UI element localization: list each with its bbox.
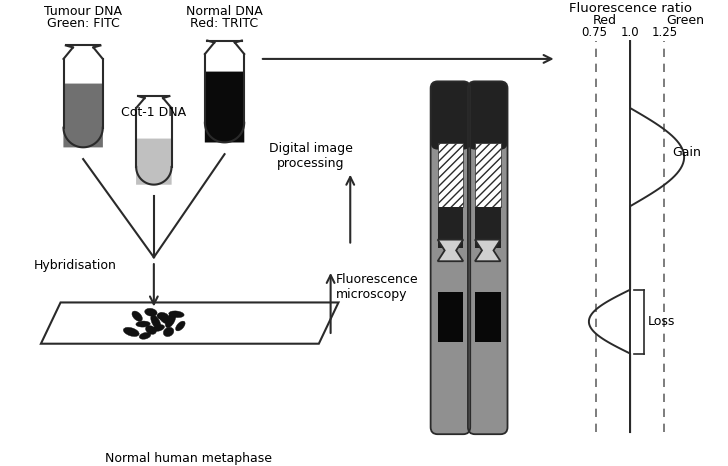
Ellipse shape [169, 311, 184, 317]
Ellipse shape [153, 325, 165, 331]
Ellipse shape [146, 326, 157, 334]
Ellipse shape [165, 313, 175, 328]
Text: Loss: Loss [648, 315, 675, 328]
Text: Fluorescence
microscopy: Fluorescence microscopy [336, 273, 418, 301]
Ellipse shape [132, 311, 143, 322]
FancyBboxPatch shape [468, 82, 507, 150]
Polygon shape [438, 240, 463, 261]
Text: Cot-1 DNA: Cot-1 DNA [122, 106, 186, 119]
Text: Green: Green [666, 14, 704, 27]
Text: Normal DNA: Normal DNA [186, 5, 263, 18]
Polygon shape [475, 240, 501, 261]
Text: Gain: Gain [673, 146, 701, 159]
Bar [475, 116, 501, 143]
Text: 1.25: 1.25 [652, 26, 678, 39]
FancyBboxPatch shape [431, 82, 470, 434]
Bar [438, 143, 463, 207]
Text: 1.0: 1.0 [621, 26, 639, 39]
Bar [475, 292, 501, 343]
FancyBboxPatch shape [468, 82, 507, 434]
Bar [438, 116, 463, 143]
FancyBboxPatch shape [431, 82, 470, 150]
Text: Fluorescence ratio: Fluorescence ratio [569, 2, 692, 15]
FancyBboxPatch shape [136, 138, 172, 185]
Ellipse shape [151, 315, 161, 329]
FancyBboxPatch shape [205, 72, 245, 143]
Ellipse shape [157, 313, 168, 320]
Ellipse shape [175, 321, 185, 331]
Bar [475, 207, 501, 247]
Ellipse shape [123, 327, 139, 336]
Text: Red: Red [593, 14, 617, 27]
Text: 0.75: 0.75 [581, 26, 607, 39]
Text: Tumour DNA: Tumour DNA [44, 5, 122, 18]
Text: Hybridisation: Hybridisation [34, 259, 117, 272]
Ellipse shape [145, 308, 157, 316]
Text: Red: TRITC: Red: TRITC [191, 17, 258, 30]
Text: Digital image
processing: Digital image processing [269, 143, 353, 171]
FancyBboxPatch shape [63, 83, 103, 147]
Ellipse shape [163, 327, 174, 336]
Polygon shape [41, 302, 339, 344]
Bar [438, 207, 463, 247]
Ellipse shape [159, 313, 168, 323]
Bar [475, 143, 501, 207]
Bar [438, 292, 463, 343]
Ellipse shape [136, 321, 150, 327]
Ellipse shape [139, 332, 151, 339]
Text: Green: FITC: Green: FITC [47, 17, 119, 30]
Text: Normal human metaphase: Normal human metaphase [105, 452, 272, 465]
